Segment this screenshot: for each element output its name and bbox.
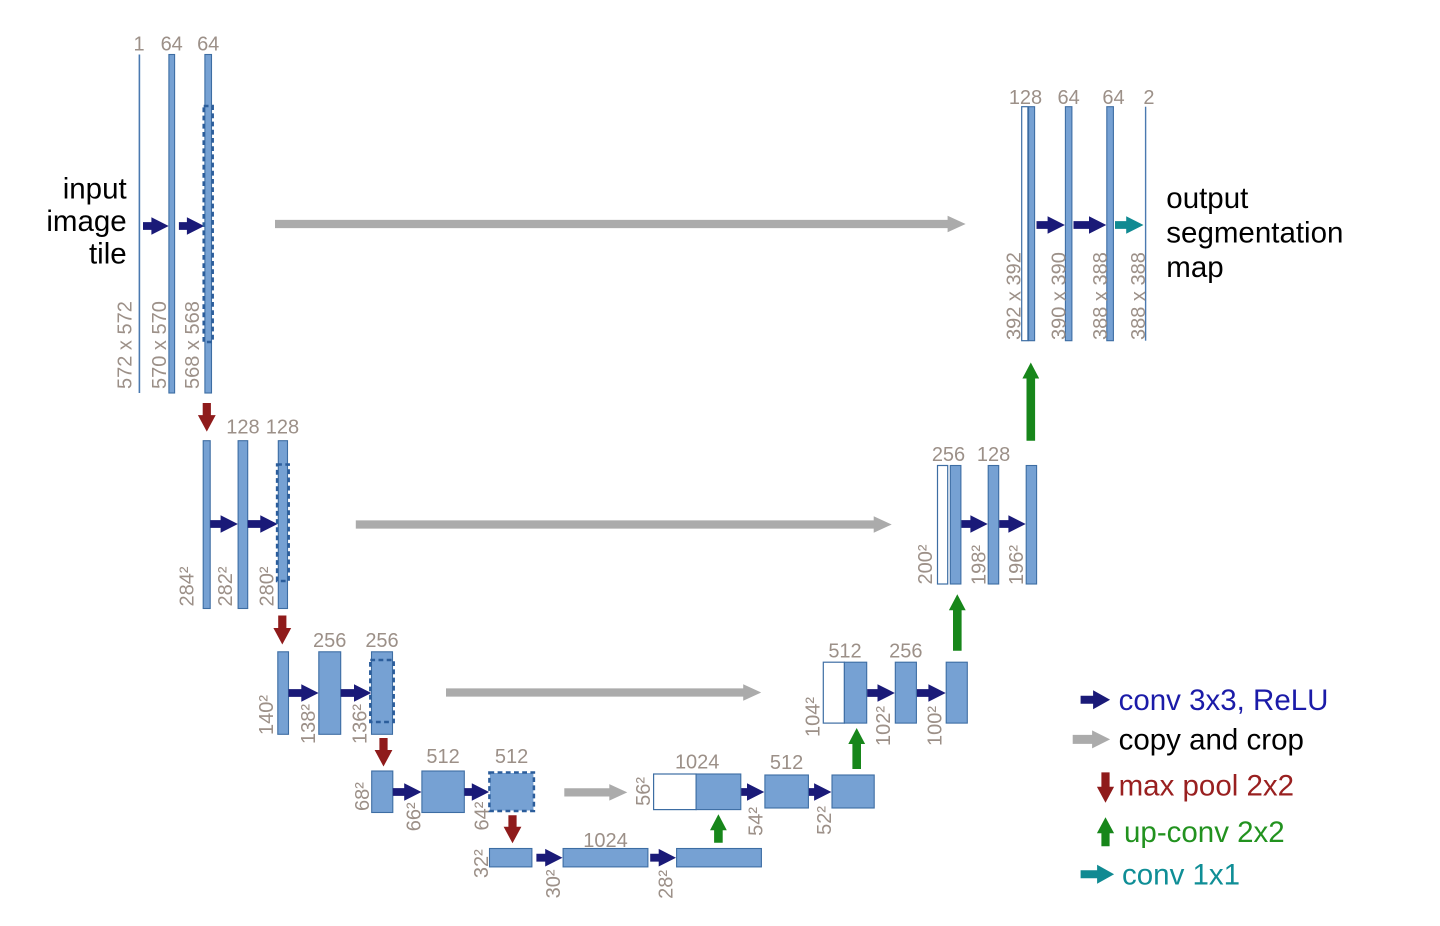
svg-text:30²: 30² bbox=[543, 869, 565, 898]
svg-text:64: 64 bbox=[197, 34, 219, 56]
svg-text:256: 256 bbox=[932, 444, 965, 466]
svg-text:max pool 2x2: max pool 2x2 bbox=[1119, 770, 1294, 803]
svg-text:1024: 1024 bbox=[675, 752, 720, 774]
svg-text:568 x 568: 568 x 568 bbox=[182, 301, 204, 389]
svg-text:64: 64 bbox=[1057, 87, 1079, 109]
svg-text:196²: 196² bbox=[1006, 545, 1028, 585]
svg-text:image: image bbox=[46, 205, 126, 238]
svg-text:388 x 388: 388 x 388 bbox=[1128, 252, 1150, 340]
svg-text:390 x 390: 390 x 390 bbox=[1049, 252, 1071, 340]
svg-text:64: 64 bbox=[1102, 87, 1124, 109]
svg-text:1024: 1024 bbox=[583, 830, 628, 852]
svg-text:284²: 284² bbox=[177, 566, 199, 606]
svg-text:512: 512 bbox=[495, 746, 528, 768]
svg-text:282²: 282² bbox=[215, 566, 237, 606]
svg-text:280²: 280² bbox=[257, 566, 279, 606]
svg-text:tile: tile bbox=[89, 238, 127, 271]
svg-text:104²: 104² bbox=[803, 697, 825, 737]
svg-text:140²: 140² bbox=[256, 695, 278, 735]
svg-text:56²: 56² bbox=[633, 777, 655, 806]
svg-text:392 x 392: 392 x 392 bbox=[1004, 252, 1026, 340]
svg-text:136²: 136² bbox=[350, 704, 372, 744]
svg-text:128: 128 bbox=[266, 417, 299, 439]
svg-text:200²: 200² bbox=[915, 544, 937, 584]
svg-text:52²: 52² bbox=[814, 806, 836, 835]
svg-text:128: 128 bbox=[1009, 87, 1042, 109]
svg-text:output: output bbox=[1166, 182, 1248, 215]
svg-text:64: 64 bbox=[161, 34, 183, 56]
svg-text:1: 1 bbox=[133, 34, 144, 56]
svg-text:conv 1x1: conv 1x1 bbox=[1122, 859, 1240, 892]
svg-text:570 x 570: 570 x 570 bbox=[149, 301, 171, 389]
svg-text:32²: 32² bbox=[471, 849, 493, 878]
svg-text:138²: 138² bbox=[298, 704, 320, 744]
svg-text:54²: 54² bbox=[746, 807, 768, 836]
svg-text:64²: 64² bbox=[471, 801, 493, 830]
svg-text:128: 128 bbox=[226, 417, 259, 439]
svg-text:2: 2 bbox=[1143, 87, 1154, 109]
svg-text:copy and crop: copy and crop bbox=[1119, 724, 1304, 757]
svg-text:256: 256 bbox=[365, 630, 398, 652]
svg-text:68²: 68² bbox=[352, 782, 374, 811]
svg-text:up-conv 2x2: up-conv 2x2 bbox=[1124, 816, 1285, 849]
svg-text:conv 3x3, ReLU: conv 3x3, ReLU bbox=[1119, 684, 1329, 717]
svg-text:input: input bbox=[63, 172, 127, 205]
svg-text:segmentation: segmentation bbox=[1166, 217, 1343, 250]
svg-text:198²: 198² bbox=[969, 545, 991, 585]
svg-text:66²: 66² bbox=[404, 802, 426, 831]
svg-text:388 x 388: 388 x 388 bbox=[1090, 252, 1112, 340]
svg-text:256: 256 bbox=[889, 641, 922, 663]
svg-text:512: 512 bbox=[426, 746, 459, 768]
svg-text:100²: 100² bbox=[925, 706, 947, 746]
svg-text:512: 512 bbox=[770, 752, 803, 774]
svg-text:128: 128 bbox=[977, 444, 1010, 466]
svg-text:512: 512 bbox=[828, 641, 861, 663]
svg-text:256: 256 bbox=[313, 630, 346, 652]
svg-text:map: map bbox=[1166, 251, 1223, 284]
svg-text:102²: 102² bbox=[873, 706, 895, 746]
svg-text:28²: 28² bbox=[656, 870, 678, 899]
svg-text:572 x 572: 572 x 572 bbox=[115, 301, 137, 389]
